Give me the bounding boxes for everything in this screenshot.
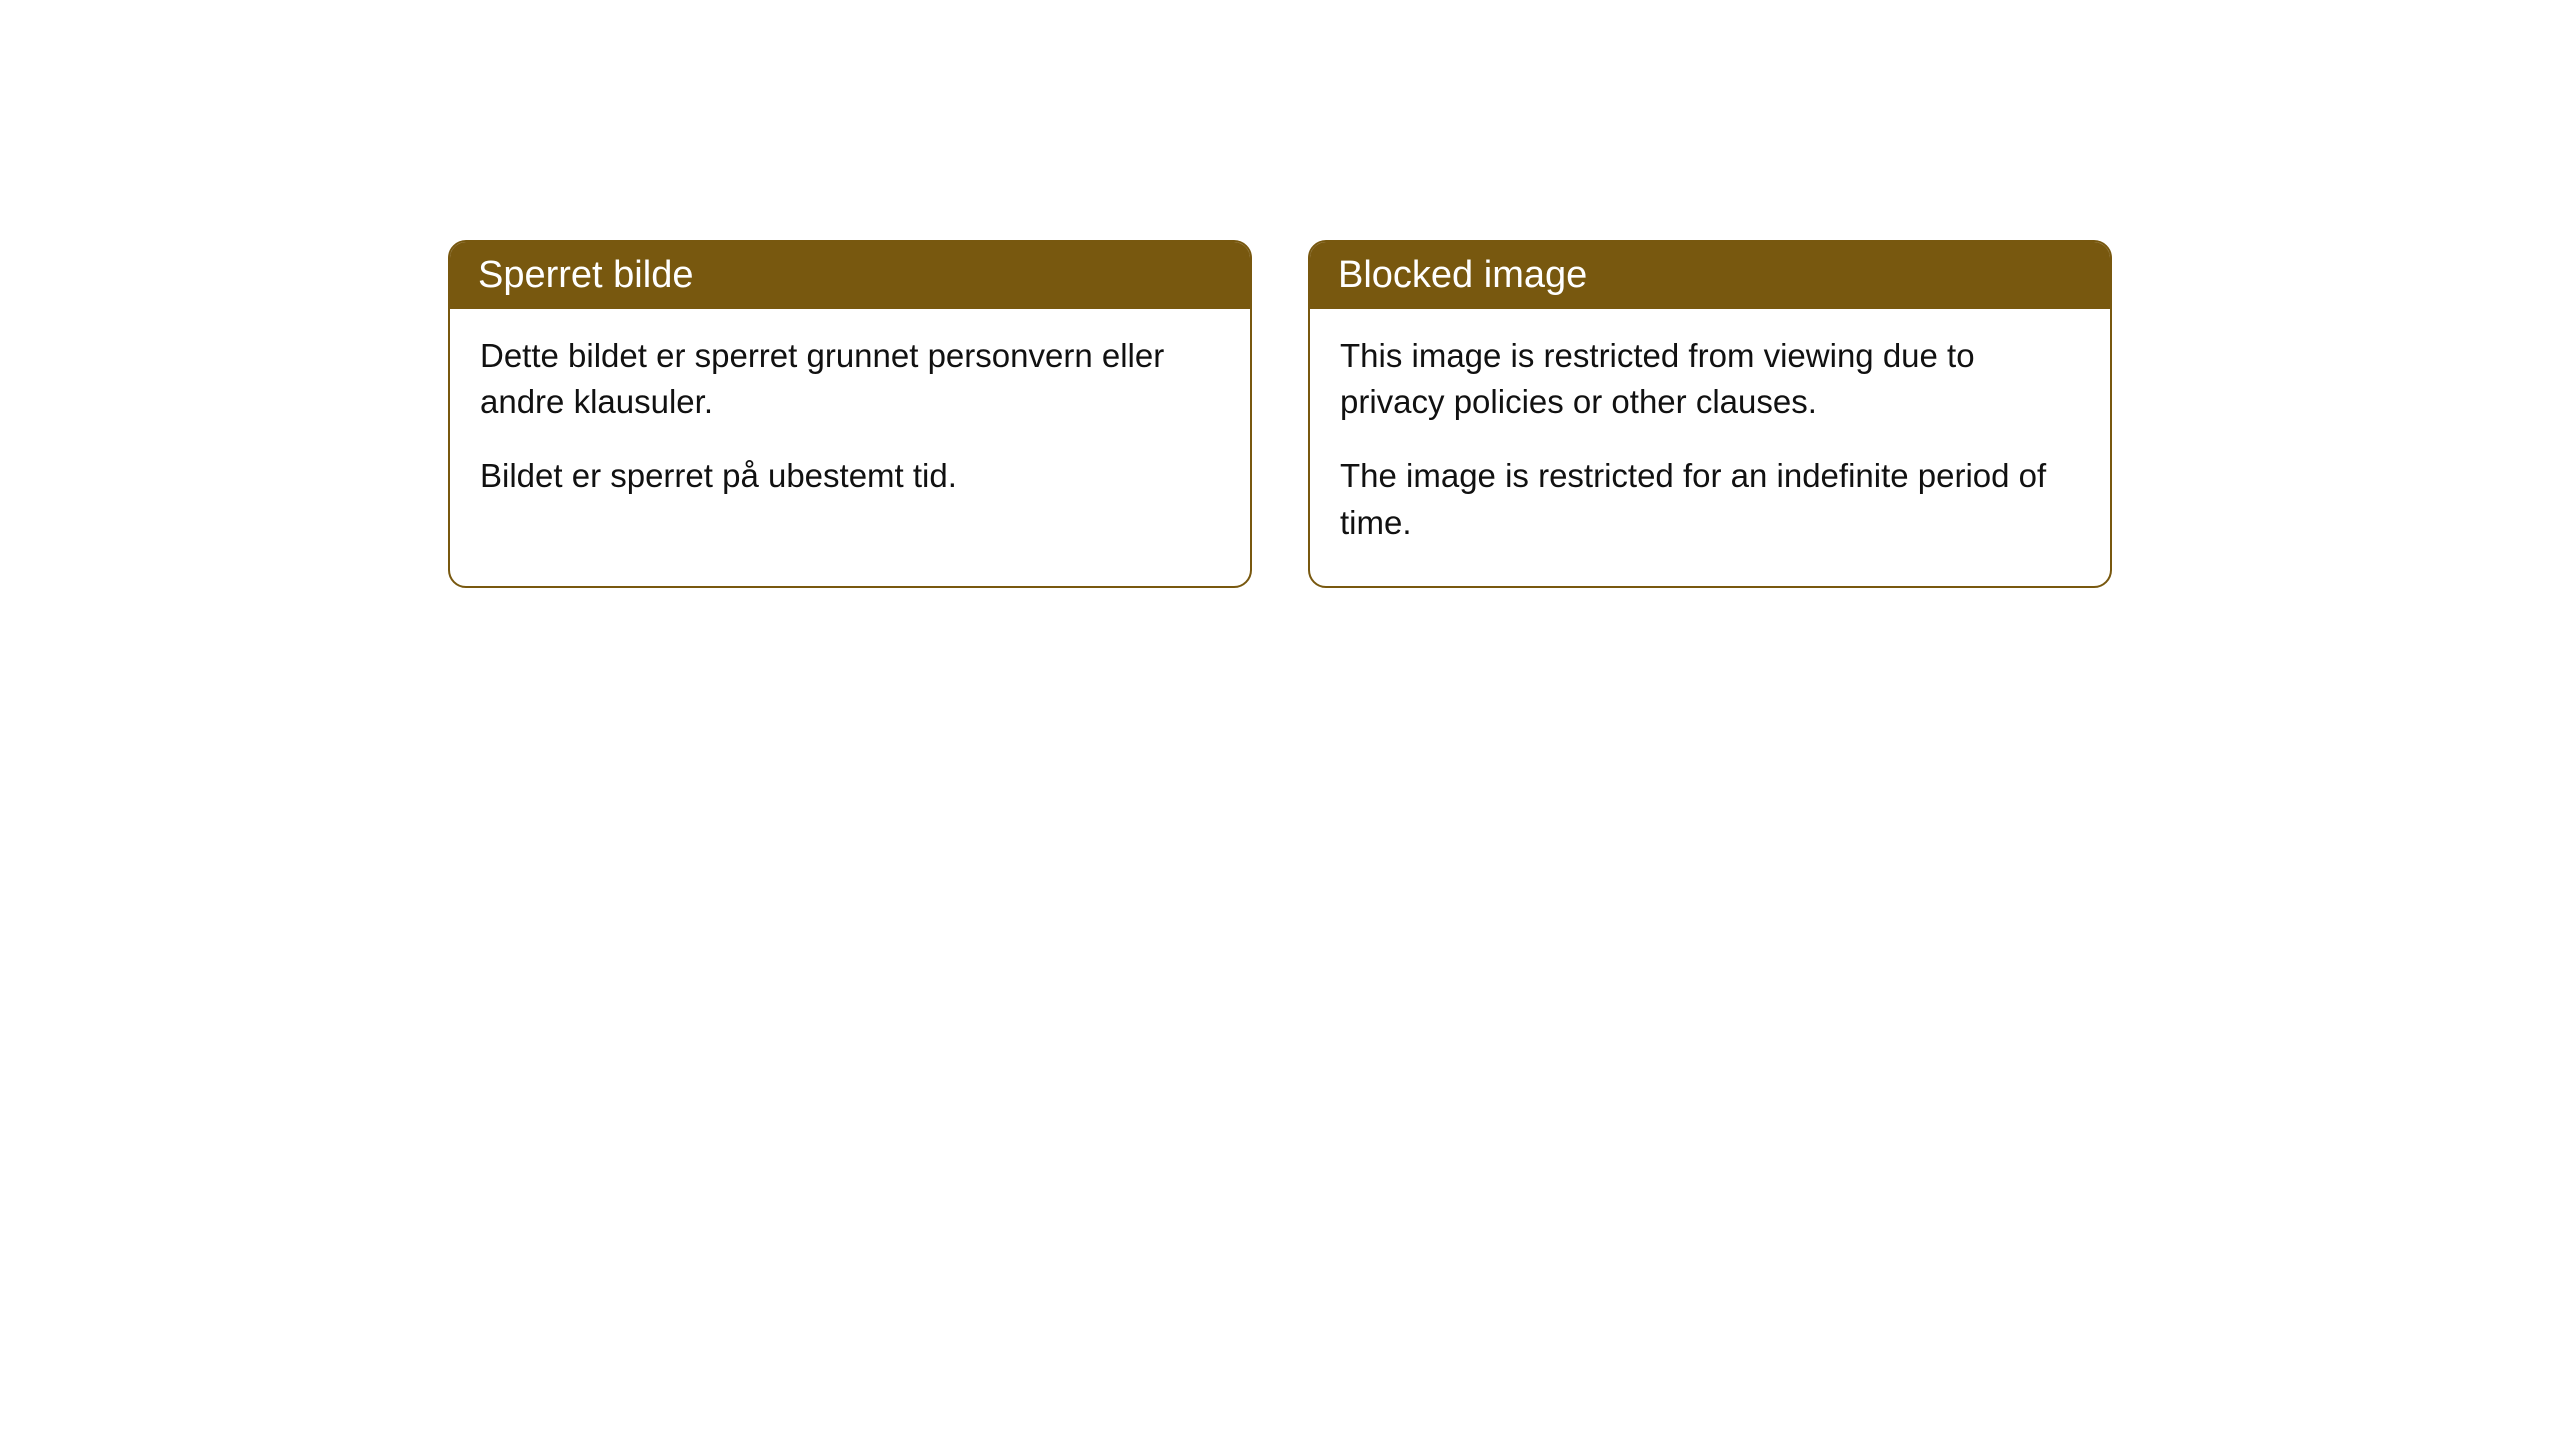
card-text-no-2: Bildet er sperret på ubestemt tid. [480,453,1220,499]
blocked-image-card-en: Blocked image This image is restricted f… [1308,240,2112,588]
card-body-en: This image is restricted from viewing du… [1310,309,2110,586]
card-text-en-2: The image is restricted for an indefinit… [1340,453,2080,545]
card-text-en-1: This image is restricted from viewing du… [1340,333,2080,425]
card-text-no-1: Dette bildet er sperret grunnet personve… [480,333,1220,425]
card-header-no: Sperret bilde [450,242,1250,309]
blocked-image-card-no: Sperret bilde Dette bildet er sperret gr… [448,240,1252,588]
notice-cards-container: Sperret bilde Dette bildet er sperret gr… [0,0,2560,588]
card-header-en: Blocked image [1310,242,2110,309]
card-body-no: Dette bildet er sperret grunnet personve… [450,309,1250,540]
